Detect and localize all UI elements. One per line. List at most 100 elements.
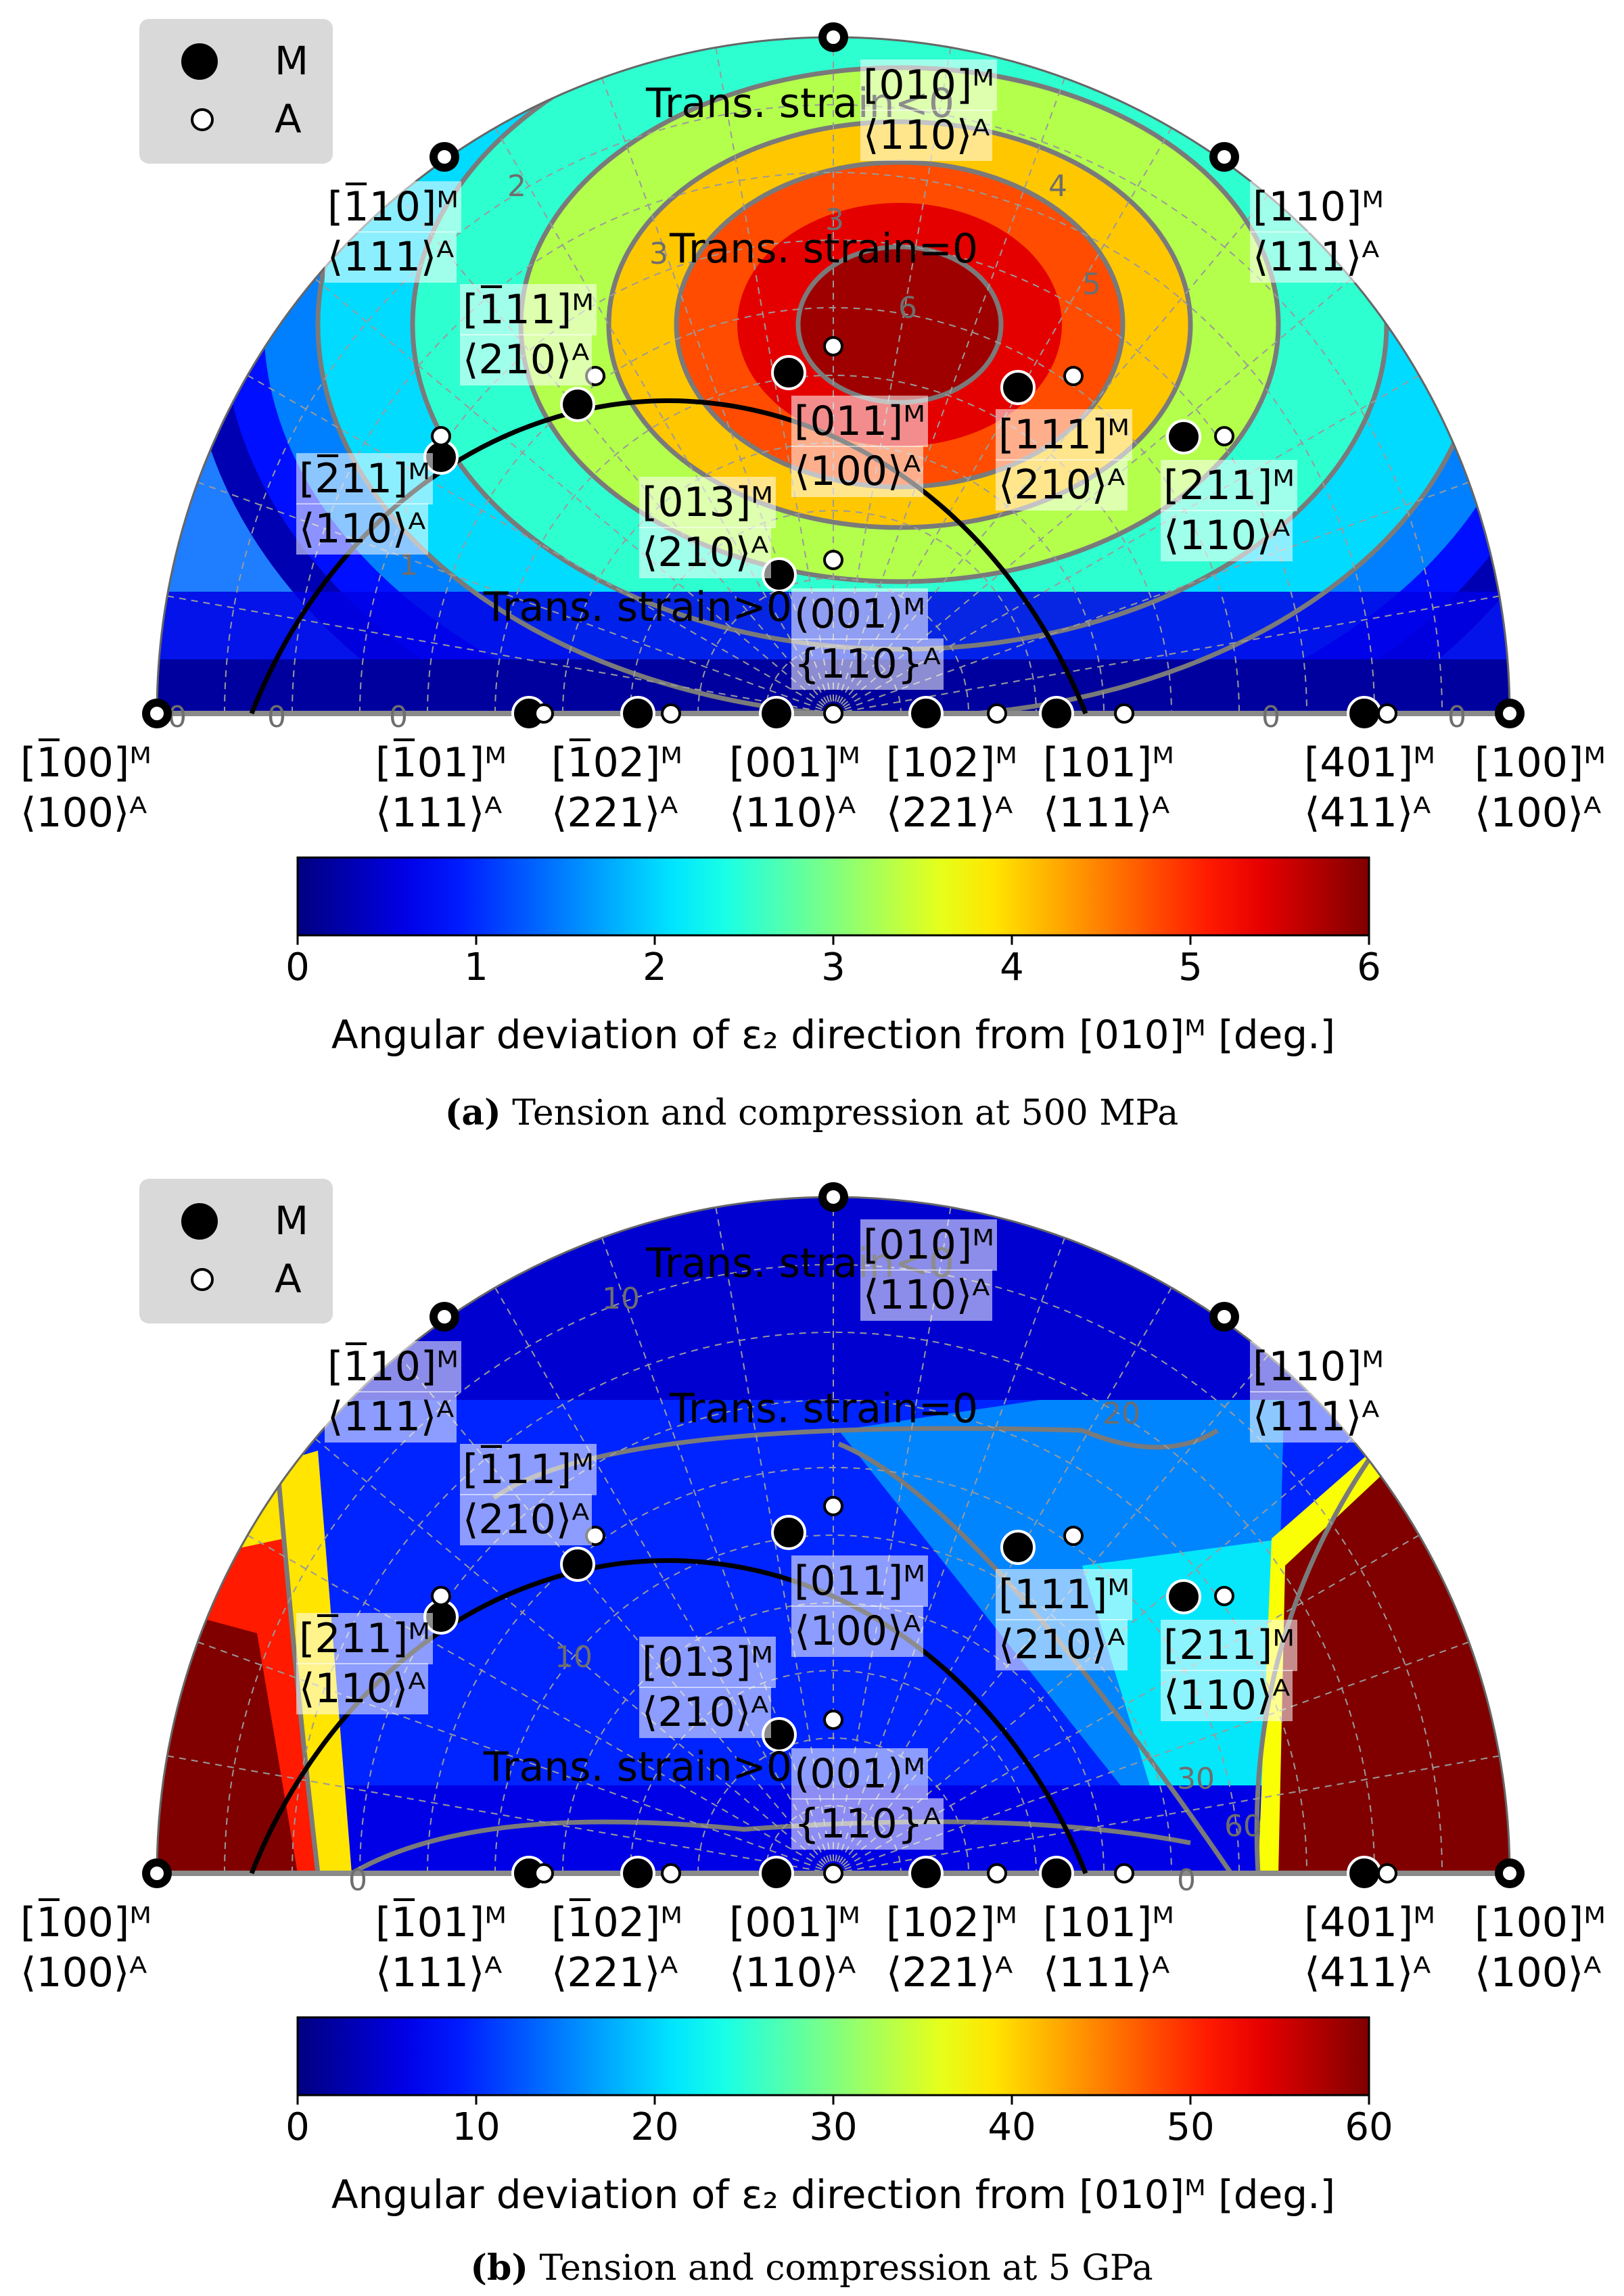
region-label-zero: Trans. strain=0 <box>670 1385 979 1432</box>
pole-211-bar-label-a: ⟨110⟩ᴬ <box>296 1663 429 1714</box>
contour-label: 0 <box>1177 1863 1196 1898</box>
cbar-tick: 20 <box>630 2105 679 2149</box>
pole-010-label-m: [010]ᴹ <box>860 1219 997 1271</box>
grid-line <box>247 1534 834 1873</box>
pole-013-a-marker <box>823 550 843 570</box>
pole-102-label-a: ⟨221⟩ᴬ <box>886 1949 1013 1996</box>
pole-102-label-a: ⟨221⟩ᴬ <box>886 789 1013 837</box>
pole-401-label-a: ⟨411⟩ᴬ <box>1304 1949 1431 1996</box>
legend-a-label: A <box>275 96 302 142</box>
pole-110-label-m: [110]ᴹ <box>1250 181 1387 233</box>
contour-label: 5 <box>1082 267 1101 302</box>
colorbar-label-b: Angular deviation of ε₂ direction from [… <box>331 2172 1336 2218</box>
pole-111-m-marker <box>1000 1530 1036 1565</box>
cbar-tick: 4 <box>1000 945 1024 989</box>
pole-111-bar-m-marker <box>560 1547 595 1582</box>
grid-line <box>247 375 834 713</box>
plane-001-label-m: (001)ᴹ <box>791 1748 928 1800</box>
heatmap-level <box>798 247 1001 402</box>
heatmap-field <box>157 1197 1510 1873</box>
pole-100-bar-label-a: ⟨100⟩ᴬ <box>20 789 147 837</box>
pole-001-label-m: [001]ᴹ <box>729 1899 860 1946</box>
cbar-tick: 0 <box>285 2105 310 2149</box>
pole-011-a-marker <box>823 1496 843 1516</box>
grid-line <box>398 1355 834 1873</box>
pole-013-label-a: ⟨210⟩ᴬ <box>639 1687 772 1738</box>
pole-101-bar-label-m: [1̅01]ᴹ <box>375 739 507 787</box>
grid-line <box>494 1287 834 1873</box>
stereographic-map-b: 0 0 10 10 20 30 60 <box>142 1182 1525 2105</box>
pole-211-m-marker <box>1166 419 1201 454</box>
pole-100-bar-a-marker <box>147 704 166 723</box>
caption-b: (b) Tension and compression at 5 GPa <box>470 2247 1153 2289</box>
pole-013-label-m: [013]ᴹ <box>639 477 776 528</box>
cbar-tick: 6 <box>1357 945 1381 989</box>
pole-211-a-marker <box>1214 1586 1234 1606</box>
pole-110-bar-a-marker <box>435 147 454 166</box>
contour-line <box>350 1819 1191 1873</box>
contour-label: 3 <box>649 237 668 271</box>
pole-101-label-m: [101]ᴹ <box>1043 739 1174 787</box>
pole-001-a-marker <box>823 703 843 724</box>
cbar-tick: 5 <box>1178 945 1203 989</box>
grid-line <box>562 442 1105 713</box>
cbar-tick: 40 <box>988 2105 1036 2149</box>
plane-001-label-a: {110}ᴬ <box>791 1798 944 1850</box>
legend-m-marker <box>181 1203 218 1240</box>
pole-102-m-marker <box>908 696 944 731</box>
pole-101-m-marker <box>1039 696 1074 731</box>
pole-111-label-m: [111]ᴹ <box>996 1569 1132 1620</box>
pole-111-a-marker <box>1063 366 1084 386</box>
pole-102-m-marker <box>908 1856 944 1891</box>
pole-100-a-marker <box>1500 1864 1519 1883</box>
pole-101-a-marker <box>1114 1863 1134 1883</box>
pole-001-label-a: ⟨110⟩ᴬ <box>729 789 856 837</box>
pole-100-label-m: [100]ᴹ <box>1475 739 1606 787</box>
contour-label: 30 <box>1177 1762 1215 1796</box>
pole-001-a-marker <box>823 1863 843 1883</box>
pole-111-a-marker <box>1063 1526 1084 1546</box>
pole-102-bar-m-marker <box>620 696 655 731</box>
pole-211-label-a: ⟨110⟩ᴬ <box>1161 510 1293 561</box>
pole-111-bar-label-a: ⟨210⟩ᴬ <box>460 334 593 385</box>
pole-101-bar-label-m: [1̅01]ᴹ <box>375 1899 507 1946</box>
pole-102-label-m: [102]ᴹ <box>886 739 1017 787</box>
pole-011-m-marker <box>771 1515 806 1550</box>
pole-102-bar-a-marker <box>661 703 681 724</box>
pole-211-bar-label-m: [2̅11]ᴹ <box>296 1613 433 1664</box>
pole-101-bar-label-a: ⟨111⟩ᴬ <box>375 1949 503 1996</box>
pole-401-label-m: [401]ᴹ <box>1304 739 1435 787</box>
pole-102-bar-label-a: ⟨221⟩ᴬ <box>551 1949 678 1996</box>
pole-001-label-a: ⟨110⟩ᴬ <box>729 1949 856 1996</box>
region-label-zero: Trans. strain=0 <box>670 225 979 273</box>
pole-110-bar-a-marker <box>435 1307 454 1326</box>
grid-line <box>292 1332 1375 1873</box>
pole-001-m-marker <box>759 696 794 731</box>
pole-101-bar-a-marker <box>534 703 554 724</box>
colorbar <box>296 856 1370 937</box>
cbar-tick: 0 <box>285 945 310 989</box>
contour-label: 10 <box>555 1640 593 1674</box>
grid-line <box>833 1755 1500 1873</box>
pole-111-bar-label-m: [1̅11]ᴹ <box>460 284 597 335</box>
pole-111-bar-label-a: ⟨210⟩ᴬ <box>460 1494 593 1545</box>
pole-101-m-marker <box>1039 1856 1074 1891</box>
pole-110-label-a: ⟨111⟩ᴬ <box>1250 231 1383 283</box>
grid-line <box>494 1534 1172 1873</box>
pole-102-a-marker <box>987 1863 1007 1883</box>
pole-100-label-m: [100]ᴹ <box>1475 1899 1606 1946</box>
pole-011-label-a: ⟨100⟩ᴬ <box>791 446 924 497</box>
pole-110-bar-label-a: ⟨111⟩ᴬ <box>325 231 457 283</box>
contour-label: 4 <box>1048 169 1067 204</box>
pole-011-label-m: [011]ᴹ <box>791 396 928 447</box>
pole-101-a-marker <box>1114 703 1134 724</box>
pole-100-bar-a-marker <box>147 1864 166 1883</box>
pole-101-bar-label-a: ⟨111⟩ᴬ <box>375 789 503 837</box>
legend-a: M A <box>139 19 333 164</box>
grid-line <box>630 1670 1037 1873</box>
grid-line <box>167 1755 834 1873</box>
pole-101-label-a: ⟨111⟩ᴬ <box>1043 789 1170 837</box>
pole-101-label-m: [101]ᴹ <box>1043 1899 1174 1946</box>
legend-a-marker <box>191 108 214 131</box>
grid-line <box>562 1602 1105 1873</box>
